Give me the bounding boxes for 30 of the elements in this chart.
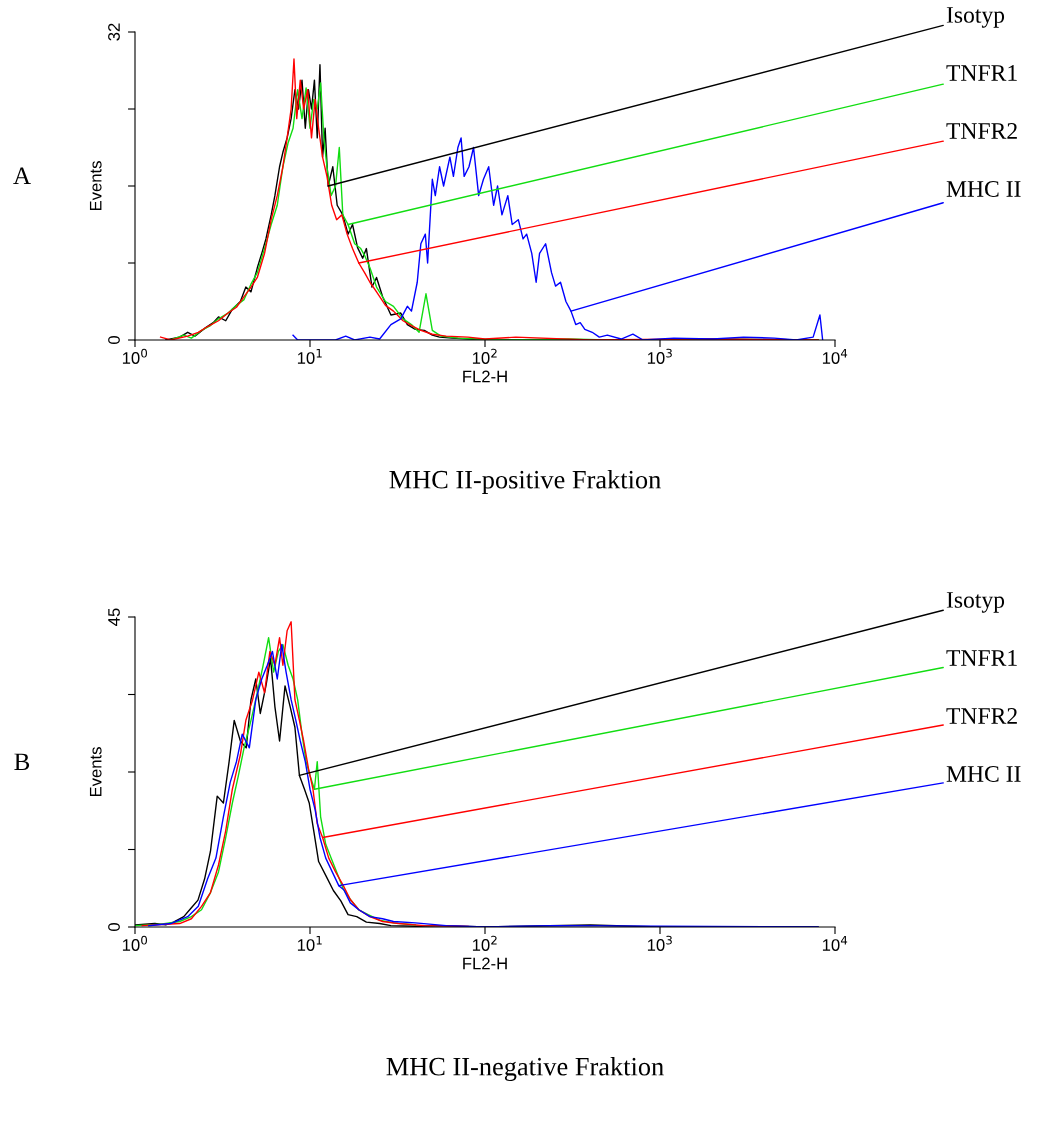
- y-tick-label: 32: [108, 23, 120, 41]
- x-tick-label: 10$^{1}$: [297, 935, 322, 951]
- y-axis-title: Events: [89, 161, 102, 211]
- text: Isotyp: [946, 7, 1005, 28]
- x-axis-title: FL2-H: [463, 370, 507, 383]
- text: MHC II: [946, 181, 1021, 197]
- x-tick-label: 10$^{0}$: [122, 935, 148, 951]
- x-tick-label: 10$^{1}$: [297, 348, 322, 364]
- x-tick-label: 10$^{3}$: [647, 935, 672, 951]
- x-tick-label: 10$^{2}$: [472, 348, 497, 364]
- y-axis-title: Events: [89, 747, 102, 797]
- x-axis-title: FL2-H: [463, 957, 507, 970]
- y-tick-label: 0: [108, 336, 120, 344]
- text: B: [14, 753, 30, 771]
- text: TNFR1: [946, 65, 1017, 81]
- text: MHC II-negative Fraktion: [386, 1057, 664, 1081]
- x-tick-label: 10$^{3}$: [647, 348, 672, 364]
- text: TNFR2: [946, 123, 1017, 139]
- text: TNFR2: [946, 708, 1017, 724]
- x-tick-label: 10$^{4}$: [822, 348, 848, 364]
- y-tick-label: 45: [108, 608, 120, 626]
- x-tick-label: 10$^{4}$: [822, 935, 848, 951]
- x-tick-label: 10$^{0}$: [122, 348, 148, 364]
- text: Isotyp: [946, 592, 1005, 613]
- y-tick-label: 0: [108, 923, 120, 931]
- text: MHC II: [946, 766, 1021, 782]
- text: MHC II-positive Fraktion: [389, 470, 661, 494]
- text: TNFR1: [946, 650, 1017, 666]
- text: A: [13, 167, 31, 185]
- x-tick-label: 10$^{2}$: [472, 935, 497, 951]
